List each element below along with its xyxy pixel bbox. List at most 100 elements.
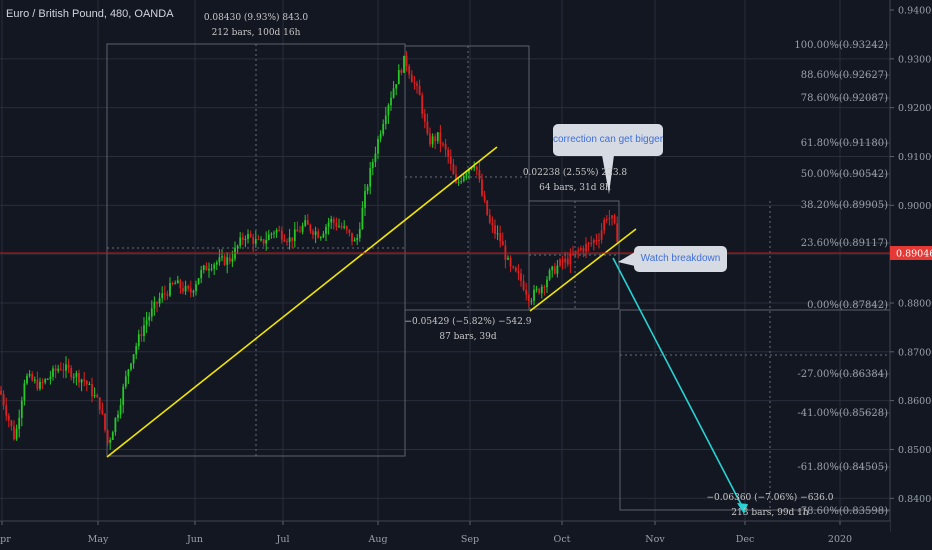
candle-body (247, 233, 249, 239)
candle-body (54, 368, 57, 371)
candle-body (80, 379, 83, 383)
candle-body (358, 229, 361, 238)
measurement-line-1: 0.02238 (2.55%) 223.8 (523, 167, 628, 178)
candle-body (26, 375, 28, 384)
fib-level-label: -41.00%(0.85628) (797, 408, 888, 419)
candle-body (569, 254, 572, 265)
time-tick-label: May (88, 534, 109, 545)
price-axis-bg (890, 0, 932, 550)
candle-body (507, 257, 509, 260)
candle-body (371, 162, 374, 169)
candle-body (442, 143, 444, 145)
candle-body (158, 298, 161, 304)
candle-body (195, 284, 197, 292)
current-price-badge (890, 246, 932, 260)
candle-body (36, 379, 39, 389)
candle-body (114, 417, 117, 433)
candle-body (140, 334, 143, 336)
candle-body (153, 301, 156, 309)
time-tick-label: Nov (645, 534, 665, 545)
candle-body (44, 379, 47, 383)
candle-body (338, 226, 340, 228)
callout-breakdown: Watch breakdown (634, 246, 727, 272)
candle-body (260, 239, 262, 241)
candle-body (488, 214, 491, 223)
fib-level-label: 100.00%(0.93242) (794, 40, 888, 51)
candle-body (379, 134, 382, 139)
candle-body (49, 376, 52, 379)
candle-body (413, 82, 416, 84)
candle-body (10, 420, 13, 427)
candle-body (517, 271, 520, 274)
candle-body (382, 123, 385, 135)
candlesticks (0, 50, 619, 450)
time-tick-label: Oct (554, 534, 571, 545)
candle-body (462, 175, 465, 182)
candle-body (431, 136, 434, 145)
candle-body (184, 285, 187, 292)
candle-body (455, 174, 457, 183)
candle-body (223, 256, 226, 265)
candle-body (291, 237, 294, 241)
candle-body (533, 289, 535, 301)
candle-body (262, 239, 265, 244)
candle-body (405, 55, 408, 67)
candle-body (226, 257, 229, 265)
candle-body (241, 237, 244, 240)
fib-level-label: 78.60%(0.92087) (801, 93, 888, 104)
candle-body (494, 225, 496, 234)
candle-body (327, 222, 330, 227)
fib-level-label: 38.20%(0.89905) (801, 200, 888, 211)
candle-body (23, 383, 26, 401)
candle-body (137, 334, 140, 347)
candle-body (530, 300, 533, 302)
candle-body (361, 207, 364, 230)
candle-body (91, 384, 93, 397)
candle-body (197, 278, 200, 285)
candle-body (301, 225, 304, 232)
callout-correction: correction can get bigger (553, 124, 663, 156)
candle-body (421, 95, 424, 114)
candle-body (213, 264, 216, 269)
measurement-line-1: −0.06360 (−7.06%) −636.0 (707, 492, 834, 503)
candle-body (369, 168, 372, 187)
fib-level-label: 61.80%(0.91180) (801, 138, 888, 149)
fib-level-label: 50.00%(0.90542) (801, 169, 888, 180)
candle-body (416, 83, 418, 86)
candle-body (70, 368, 73, 378)
candle-body (572, 254, 574, 256)
candle-body (598, 239, 600, 241)
candle-body (501, 241, 504, 246)
candle-body (176, 280, 179, 284)
candle-body (85, 381, 88, 385)
candle-body (395, 84, 398, 89)
candle-body (169, 283, 171, 296)
candle-body (179, 280, 182, 289)
candle-body (351, 232, 353, 242)
candle-body (426, 121, 429, 134)
candle-body (296, 229, 299, 232)
candle-body (590, 243, 593, 245)
candle-body (57, 368, 60, 371)
candle-body (322, 233, 325, 238)
candle-body (582, 248, 585, 252)
candle-body (561, 259, 564, 263)
candle-body (608, 218, 611, 220)
current-price-label: 0.89046 (896, 249, 932, 260)
candle-body (145, 320, 148, 326)
candle-body (2, 394, 5, 406)
candle-body (595, 239, 598, 241)
candle-body (293, 229, 296, 241)
candle-body (182, 288, 184, 292)
candle-body (540, 286, 543, 294)
candle-body (423, 113, 426, 122)
candle-body (364, 191, 366, 208)
measurement-line-2: 64 bars, 31d 8h (539, 183, 611, 193)
candle-body (559, 259, 561, 266)
candle-body (156, 301, 158, 304)
candle-body (553, 266, 556, 274)
candle-body (78, 372, 80, 383)
